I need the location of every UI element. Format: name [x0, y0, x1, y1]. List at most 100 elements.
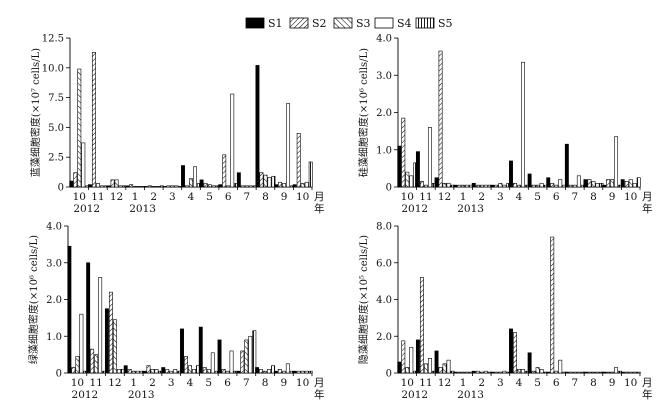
bar-s5 [636, 371, 641, 374]
bar-s1 [397, 145, 402, 188]
bar-s4 [118, 185, 123, 188]
bar-s2 [91, 52, 96, 188]
y-tick-label: 0 [386, 183, 392, 194]
bar-s2 [624, 181, 629, 188]
year-unit-label: 年 [642, 202, 653, 215]
bar-s1 [434, 350, 439, 374]
bar-s1 [527, 352, 532, 374]
bar-s1 [527, 173, 532, 188]
bar-s1 [255, 367, 260, 374]
bar-s2 [550, 236, 555, 374]
bar-s2 [296, 133, 301, 188]
bar-s3 [628, 371, 633, 374]
x-tick-label: 7 [572, 191, 579, 203]
bar-s4 [248, 185, 253, 188]
bar-s4 [409, 175, 414, 188]
bar-s1 [198, 326, 203, 374]
bar-s1 [509, 160, 513, 188]
bar-s2 [568, 184, 573, 188]
bar-s3 [151, 186, 156, 188]
bar-s4 [99, 185, 104, 188]
x-tick-label: 5 [206, 191, 213, 203]
bar-s4 [595, 371, 600, 374]
x-tick-label: 8 [590, 377, 597, 389]
x-tick-label: 5 [534, 377, 541, 389]
bar-s1 [415, 151, 420, 188]
bar-s3 [244, 339, 249, 374]
bar-s1 [87, 184, 92, 188]
y-tick-label: 5.0 [48, 123, 64, 134]
x-tick-label: 6 [553, 377, 560, 389]
y-tick-label: 2.5 [48, 153, 64, 164]
bar-s1 [490, 371, 495, 374]
bar-s1 [397, 361, 402, 374]
x-tick-label: 5 [534, 191, 541, 203]
bar-s4 [483, 370, 488, 374]
bar-s2 [221, 369, 226, 374]
x-tick-label: 9 [281, 377, 288, 389]
bar-s1 [453, 371, 458, 374]
bar-s2 [240, 350, 245, 374]
year-label-2013: 2013 [457, 203, 484, 215]
bar-s2 [277, 369, 282, 374]
legend-label-s3: S3 [356, 17, 371, 30]
legend-label-s5: S5 [438, 17, 453, 30]
bar-s3 [263, 174, 268, 188]
bar-s3 [300, 370, 305, 374]
x-tick-label: 12 [108, 377, 121, 389]
bar-s3 [572, 371, 577, 374]
y-tick-label: 8.0 [376, 222, 392, 233]
x-tick-label: 2 [150, 191, 157, 203]
bar-s4 [193, 166, 197, 188]
bar-s1 [546, 371, 551, 374]
bar-s4 [211, 185, 216, 188]
x-tick-label: 1 [130, 377, 137, 389]
bar-s3 [75, 356, 80, 374]
y-tick-label: 6.0 [376, 258, 392, 269]
y-tick-label: 3.0 [46, 258, 62, 269]
bar-s1 [86, 262, 91, 374]
bar-s2 [222, 154, 227, 188]
bar-s4 [502, 370, 507, 374]
bar-s4 [79, 313, 84, 374]
bar-s1 [583, 179, 588, 188]
bar-s3 [114, 179, 119, 188]
bar-s3 [517, 184, 521, 188]
bar-s3 [188, 365, 192, 374]
x-tick-label: 10 [624, 377, 637, 389]
bar-s3 [554, 370, 559, 374]
y-axis-label: 硅藻细胞密度(×10⁶ cells/L) [357, 48, 370, 177]
bar-s4 [539, 182, 544, 188]
bar-s2 [606, 371, 611, 374]
y-tick-label: 2.0 [376, 332, 392, 343]
bar-s2 [401, 340, 406, 374]
bar-s3 [423, 184, 428, 188]
x-tick-label: 1 [460, 377, 467, 389]
bar-s4 [154, 369, 159, 374]
bar-s4 [81, 142, 86, 188]
bar-s3 [282, 183, 287, 188]
year-label-2012: 2012 [401, 203, 428, 215]
y-axis-label: 隐藻细胞密度(×10⁵ cells/L) [357, 235, 370, 364]
bar-s2 [438, 367, 443, 374]
bar-s4 [558, 179, 563, 188]
bar-s4 [230, 93, 235, 188]
y-tick-label: 7.5 [48, 93, 64, 104]
legend-item-s3: S3 [333, 17, 371, 30]
x-tick-label: 3 [168, 377, 175, 389]
bar-s3 [591, 181, 596, 188]
legend: S1 S2 S3 S4 S5 [245, 17, 453, 30]
bar-s4 [632, 371, 637, 374]
year-label-2013: 2013 [457, 389, 484, 401]
x-tick-label: 8 [262, 191, 269, 203]
bar-s1 [104, 308, 109, 374]
bar-s4 [558, 359, 563, 374]
bar-s4 [155, 186, 160, 188]
year-label-2012: 2012 [72, 389, 99, 401]
bar-s2 [127, 369, 132, 374]
bar-s2 [165, 369, 170, 374]
bar-s4 [248, 335, 253, 374]
bar-s2 [73, 172, 78, 188]
bar-s1 [125, 185, 130, 188]
